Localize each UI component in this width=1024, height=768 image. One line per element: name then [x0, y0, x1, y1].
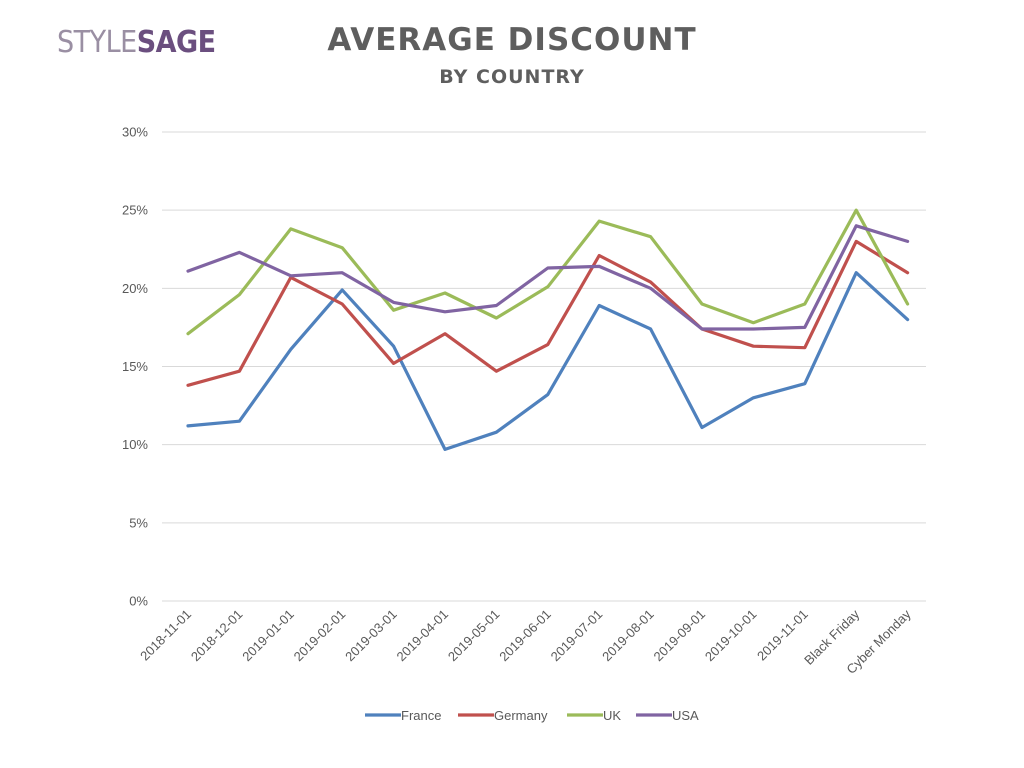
y-tick-label: 30%	[122, 125, 148, 140]
series-lines	[186, 208, 910, 451]
x-tick-label: 2019-01-01	[239, 607, 297, 665]
legend-label-uk: UK	[603, 708, 621, 723]
logo-part-sage: SAGE	[136, 25, 216, 60]
chart-title: AVERAGE DISCOUNT	[327, 22, 697, 58]
x-tick-label: 2019-04-01	[393, 607, 451, 665]
x-tick-label: 2019-10-01	[702, 607, 760, 665]
series-line-usa	[186, 224, 910, 331]
x-tick-label: 2019-08-01	[599, 607, 657, 665]
series-line-uk	[186, 208, 910, 336]
x-tick-label: 2019-02-01	[291, 607, 349, 665]
legend: France Germany UK USA	[365, 708, 699, 723]
y-tick-label: 15%	[122, 359, 148, 374]
x-tick-label: 2019-07-01	[548, 607, 606, 665]
y-tick-label: 5%	[129, 515, 148, 530]
logo-part-style: STYLE	[57, 25, 137, 60]
legend-label-france: France	[401, 708, 441, 723]
stylesage-logo: STYLESAGE	[57, 28, 216, 58]
x-tick-label: 2019-05-01	[445, 607, 503, 665]
y-tick-label: 25%	[122, 203, 148, 218]
y-tick-label: 0%	[129, 594, 148, 609]
y-tick-label: 20%	[122, 281, 148, 296]
series-line-france	[186, 271, 910, 451]
y-axis-ticks: 0% 5% 10% 15% 20% 25% 30%	[122, 125, 148, 609]
gridlines	[162, 131, 926, 602]
legend-label-germany: Germany	[494, 708, 548, 723]
x-tick-label: 2018-12-01	[188, 607, 246, 665]
x-tick-label: 2019-09-01	[650, 607, 708, 665]
legend-label-usa: USA	[672, 708, 699, 723]
y-tick-label: 10%	[122, 437, 148, 452]
x-tick-label: 2018-11-01	[137, 607, 194, 664]
chart-subtitle: BY COUNTRY	[439, 66, 585, 88]
series-line-germany	[186, 239, 910, 387]
x-tick-label: 2019-03-01	[342, 607, 400, 665]
x-tick-label: 2019-06-01	[496, 607, 554, 665]
x-axis-ticks: 2018-11-012018-12-012019-01-012019-02-01…	[137, 606, 914, 677]
